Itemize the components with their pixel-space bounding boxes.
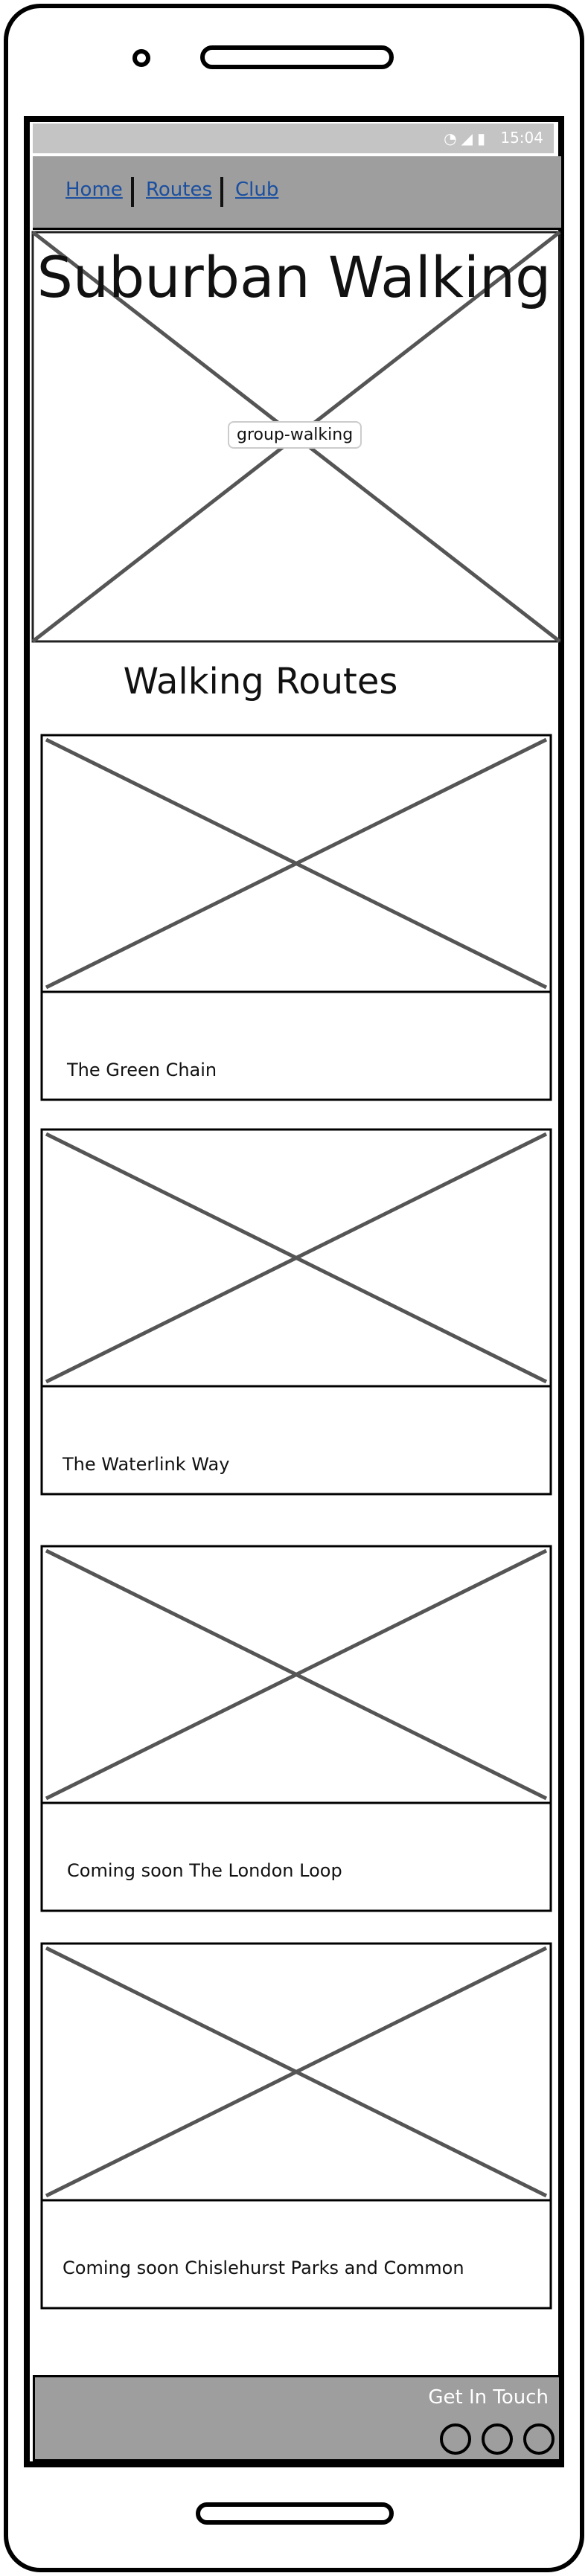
status-icons: ◔◢▮ xyxy=(444,129,490,147)
hero-image-label: group-walking xyxy=(228,421,362,449)
route-card-2[interactable] xyxy=(40,1128,552,1496)
route-card-3[interactable] xyxy=(40,1545,552,1912)
hero-title: Suburban Walking xyxy=(36,244,552,310)
nav-home-link[interactable]: Home xyxy=(65,179,123,201)
route-card-title[interactable]: The Green Chain xyxy=(67,1060,217,1080)
nav-divider xyxy=(220,177,223,207)
route-card-title[interactable]: Coming soon Chislehurst Parks and Common xyxy=(63,2258,464,2278)
social-icon-3[interactable] xyxy=(523,2423,555,2455)
route-card-4[interactable] xyxy=(40,1942,552,2310)
footer: Get In Touch xyxy=(33,2375,561,2461)
nav-bar: Home Routes Club xyxy=(33,156,561,230)
nav-club-link[interactable]: Club xyxy=(235,179,279,201)
nav-routes-link[interactable]: Routes xyxy=(146,179,213,201)
route-card-title[interactable]: The Waterlink Way xyxy=(63,1454,230,1475)
speaker-grille xyxy=(200,45,394,69)
signal-icon: ◢ xyxy=(461,129,477,147)
battery-icon: ▮ xyxy=(476,129,490,147)
social-icon-1[interactable] xyxy=(440,2423,471,2455)
camera-icon xyxy=(132,49,150,67)
status-time: 15:04 xyxy=(500,129,543,147)
wifi-icon: ◔ xyxy=(444,129,461,147)
social-icon-2[interactable] xyxy=(482,2423,513,2455)
nav-divider xyxy=(131,177,134,207)
status-bar: ◔◢▮ 15:04 xyxy=(33,124,554,153)
get-in-touch-label: Get In Touch xyxy=(428,2386,549,2409)
routes-heading: Walking Routes xyxy=(123,661,398,702)
route-card-1[interactable] xyxy=(40,734,552,1101)
home-button xyxy=(196,2502,394,2525)
route-card-title[interactable]: Coming soon The London Loop xyxy=(67,1860,342,1881)
